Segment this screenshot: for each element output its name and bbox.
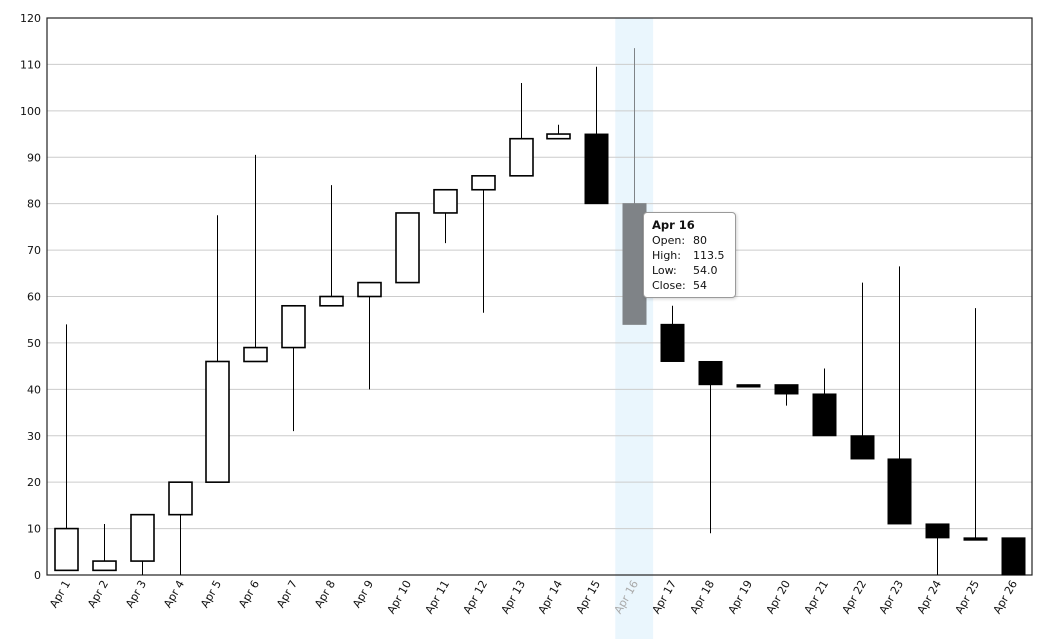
candle-body <box>812 393 837 437</box>
candle-body <box>243 346 268 363</box>
tooltip-open-value: 80 <box>693 234 707 247</box>
candle-body <box>92 560 117 572</box>
y-tick-label: 70 <box>27 244 41 257</box>
plot-frame <box>46 17 1033 576</box>
x-tick-label: Apr 4 <box>161 578 187 610</box>
candle-body <box>509 137 534 177</box>
tooltip-close-value: 54 <box>693 279 707 292</box>
x-tick-label: Apr 11 <box>423 578 453 616</box>
x-tick-label: Apr 13 <box>499 578 529 616</box>
candle-body <box>319 295 344 307</box>
tooltip-close-row: Close: 54 <box>652 278 735 293</box>
y-tick-label: 90 <box>27 151 41 164</box>
x-tick-label: Apr 3 <box>123 578 149 610</box>
candle-body <box>774 384 799 395</box>
candle-body <box>925 523 950 539</box>
candle-body <box>54 527 79 572</box>
candle-body <box>205 360 230 483</box>
x-tick-label: Apr 24 <box>915 578 945 616</box>
tooltip-low-value: 54.0 <box>693 264 718 277</box>
x-tick-label: Apr 26 <box>991 578 1021 616</box>
x-tick-label: Apr 6 <box>236 578 262 610</box>
candle-body <box>584 133 609 205</box>
candle-body <box>698 360 723 386</box>
x-tick-label: Apr 19 <box>726 578 756 616</box>
tooltip-close-label: Close: <box>652 279 686 292</box>
candle-body <box>395 212 420 284</box>
candle-body <box>433 188 458 214</box>
candle-body <box>281 304 306 349</box>
candle-body <box>357 281 382 298</box>
candle-body <box>471 175 496 191</box>
x-tick-label: Apr 5 <box>198 578 224 610</box>
x-tick-label: Apr 12 <box>461 578 491 616</box>
candle-body <box>850 435 875 460</box>
x-tick-label: Apr 10 <box>385 578 415 616</box>
x-tick-label: Apr 23 <box>877 578 907 616</box>
x-tick-label: Apr 1 <box>47 578 73 610</box>
y-tick-label: 100 <box>20 105 41 118</box>
tooltip-low-label: Low: <box>652 264 677 277</box>
x-tick-label: Apr 17 <box>650 578 680 616</box>
tooltip-high-row: High: 113.5 <box>652 248 735 263</box>
tooltip-title: Apr 16 <box>652 218 695 232</box>
x-tick-label: Apr 7 <box>274 578 300 610</box>
tooltip-high-value: 113.5 <box>693 249 725 262</box>
candle-body <box>168 481 193 516</box>
y-tick-label: 80 <box>27 198 41 211</box>
x-tick-label: Apr 18 <box>688 578 718 616</box>
candle-body <box>887 458 912 525</box>
candle-body <box>963 537 988 541</box>
y-tick-label: 30 <box>27 430 41 443</box>
tooltip-low-row: Low: 54.0 <box>652 263 735 278</box>
candle-tooltip: Apr 16 Open: 80 High: 113.5 Low: 54.0 Cl… <box>643 212 736 298</box>
y-tick-label: 10 <box>27 523 41 536</box>
tooltip-high-label: High: <box>652 249 681 262</box>
candle-body <box>1001 537 1026 576</box>
x-tick-label: Apr 2 <box>85 578 111 610</box>
y-tick-label: 40 <box>27 383 41 396</box>
x-tick-label: Apr 8 <box>312 578 338 610</box>
candle-body <box>736 384 761 388</box>
x-tick-label: Apr 21 <box>802 578 832 616</box>
y-tick-label: 20 <box>27 476 41 489</box>
candle-body <box>546 133 571 140</box>
y-tick-label: 0 <box>34 569 41 582</box>
x-tick-label: Apr 15 <box>574 578 604 616</box>
x-tick-label: Apr 9 <box>350 578 376 610</box>
candle-body <box>660 323 685 362</box>
y-tick-label: 120 <box>20 12 41 25</box>
y-tick-label: 50 <box>27 337 41 350</box>
y-tick-label: 110 <box>20 58 41 71</box>
x-tick-label: Apr 14 <box>536 578 566 616</box>
x-tick-label: Apr 25 <box>953 578 983 616</box>
y-tick-label: 60 <box>27 291 41 304</box>
tooltip-open-row: Open: 80 <box>652 233 735 248</box>
x-tick-label: Apr 20 <box>764 578 794 616</box>
x-tick-label: Apr 22 <box>840 578 870 616</box>
tooltip-open-label: Open: <box>652 234 686 247</box>
candle-body <box>130 513 155 562</box>
